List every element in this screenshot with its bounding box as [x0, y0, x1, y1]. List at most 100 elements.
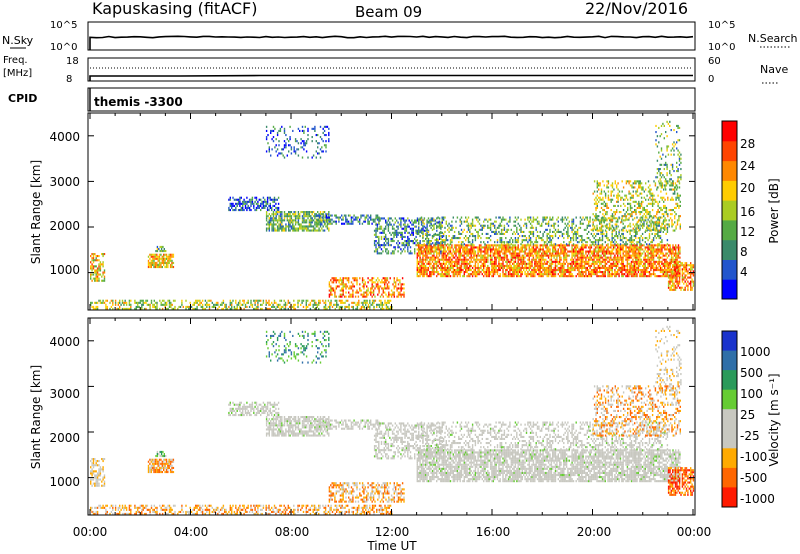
power-cell: [222, 307, 225, 310]
power-cell: [630, 262, 633, 265]
power-cell: [657, 269, 659, 272]
power-cell: [130, 305, 132, 308]
power-cell: [547, 269, 550, 272]
power-cell: [612, 260, 615, 263]
power-cell: [561, 275, 564, 278]
power-cell: [579, 271, 582, 274]
power-cell: [352, 293, 354, 296]
power-cell: [608, 246, 611, 249]
power-cell: [463, 248, 465, 251]
power-cell: [121, 301, 124, 304]
power-cell: [313, 307, 316, 310]
power-cell: [102, 299, 104, 302]
power-cell: [345, 299, 347, 302]
power-cell: [512, 266, 514, 269]
power-cell: [596, 252, 598, 255]
power-cell: [545, 269, 547, 272]
power-cell: [462, 246, 464, 249]
power-cell: [451, 262, 453, 265]
power-cell: [426, 243, 428, 246]
power-cell: [512, 256, 514, 259]
power-cell: [328, 134, 330, 137]
power-cell: [593, 256, 595, 259]
power-cell: [592, 258, 594, 261]
power-cell: [283, 156, 286, 159]
power-cell: [546, 275, 548, 278]
power-cell: [271, 219, 273, 222]
power-cell: [588, 250, 590, 253]
power-cell: [185, 305, 187, 308]
power-cell: [445, 275, 447, 278]
power-cell: [265, 138, 268, 141]
power-cell: [414, 221, 416, 224]
power-cell: [160, 257, 162, 260]
power-cell: [449, 260, 452, 263]
power-cell: [494, 258, 496, 261]
power-cell: [448, 273, 450, 276]
power-cell: [572, 266, 575, 269]
power-cell: [445, 222, 447, 225]
power-cell: [494, 232, 496, 235]
power-cell: [386, 287, 389, 290]
power-cell: [99, 265, 102, 268]
power-cell: [542, 246, 544, 249]
power-cell: [338, 279, 340, 282]
power-cell: [639, 252, 641, 255]
power-cell: [532, 266, 535, 269]
power-cell: [200, 305, 202, 308]
power-cell: [265, 303, 267, 306]
power-cell: [434, 260, 436, 263]
power-cell: [254, 200, 256, 203]
power-cell: [611, 271, 613, 274]
power-cell: [447, 252, 449, 255]
power-cell: [505, 275, 507, 278]
power-cell: [550, 256, 553, 259]
power-cell: [361, 293, 364, 296]
power-cell: [284, 303, 287, 306]
power-cell: [523, 230, 525, 233]
power-cell: [561, 244, 564, 247]
power-cell: [640, 244, 642, 247]
power-cell: [346, 285, 349, 288]
power-cell: [648, 248, 651, 251]
power-cell: [586, 262, 588, 265]
power-cell: [554, 271, 557, 274]
power-cell: [601, 250, 604, 253]
power-cell: [257, 301, 259, 304]
power-cell: [153, 259, 155, 262]
power-cell: [572, 248, 575, 251]
power-cell: [492, 275, 494, 278]
power-cell: [485, 258, 488, 261]
power-cell: [561, 262, 564, 265]
power-cell: [346, 277, 349, 280]
power-cell: [541, 254, 543, 257]
power-cell: [550, 239, 553, 242]
power-cell: [376, 235, 379, 238]
power-cell: [542, 254, 544, 257]
power-cell: [434, 248, 436, 251]
power-cell: [608, 258, 611, 261]
power-cell: [385, 233, 387, 236]
power-cell: [246, 209, 248, 212]
power-cell: [559, 256, 561, 259]
power-cell: [297, 142, 300, 145]
power-cell: [495, 250, 497, 253]
power-cell: [374, 287, 376, 290]
power-cell: [478, 250, 481, 253]
power-cell: [361, 214, 364, 217]
power-cell: [325, 125, 327, 128]
power-cell: [174, 305, 176, 308]
power-cell: [161, 257, 163, 260]
power-cell: [632, 248, 634, 251]
power-cell: [412, 221, 414, 224]
power-cell: [593, 250, 595, 253]
power-cell: [332, 277, 335, 280]
power-cell: [255, 198, 258, 201]
power-cell: [418, 250, 420, 253]
power-cell: [128, 299, 131, 302]
power-cell: [160, 261, 162, 264]
power-cell: [214, 305, 216, 308]
power-cell: [469, 273, 471, 276]
power-cell: [210, 299, 212, 302]
power-cell: [510, 258, 512, 261]
